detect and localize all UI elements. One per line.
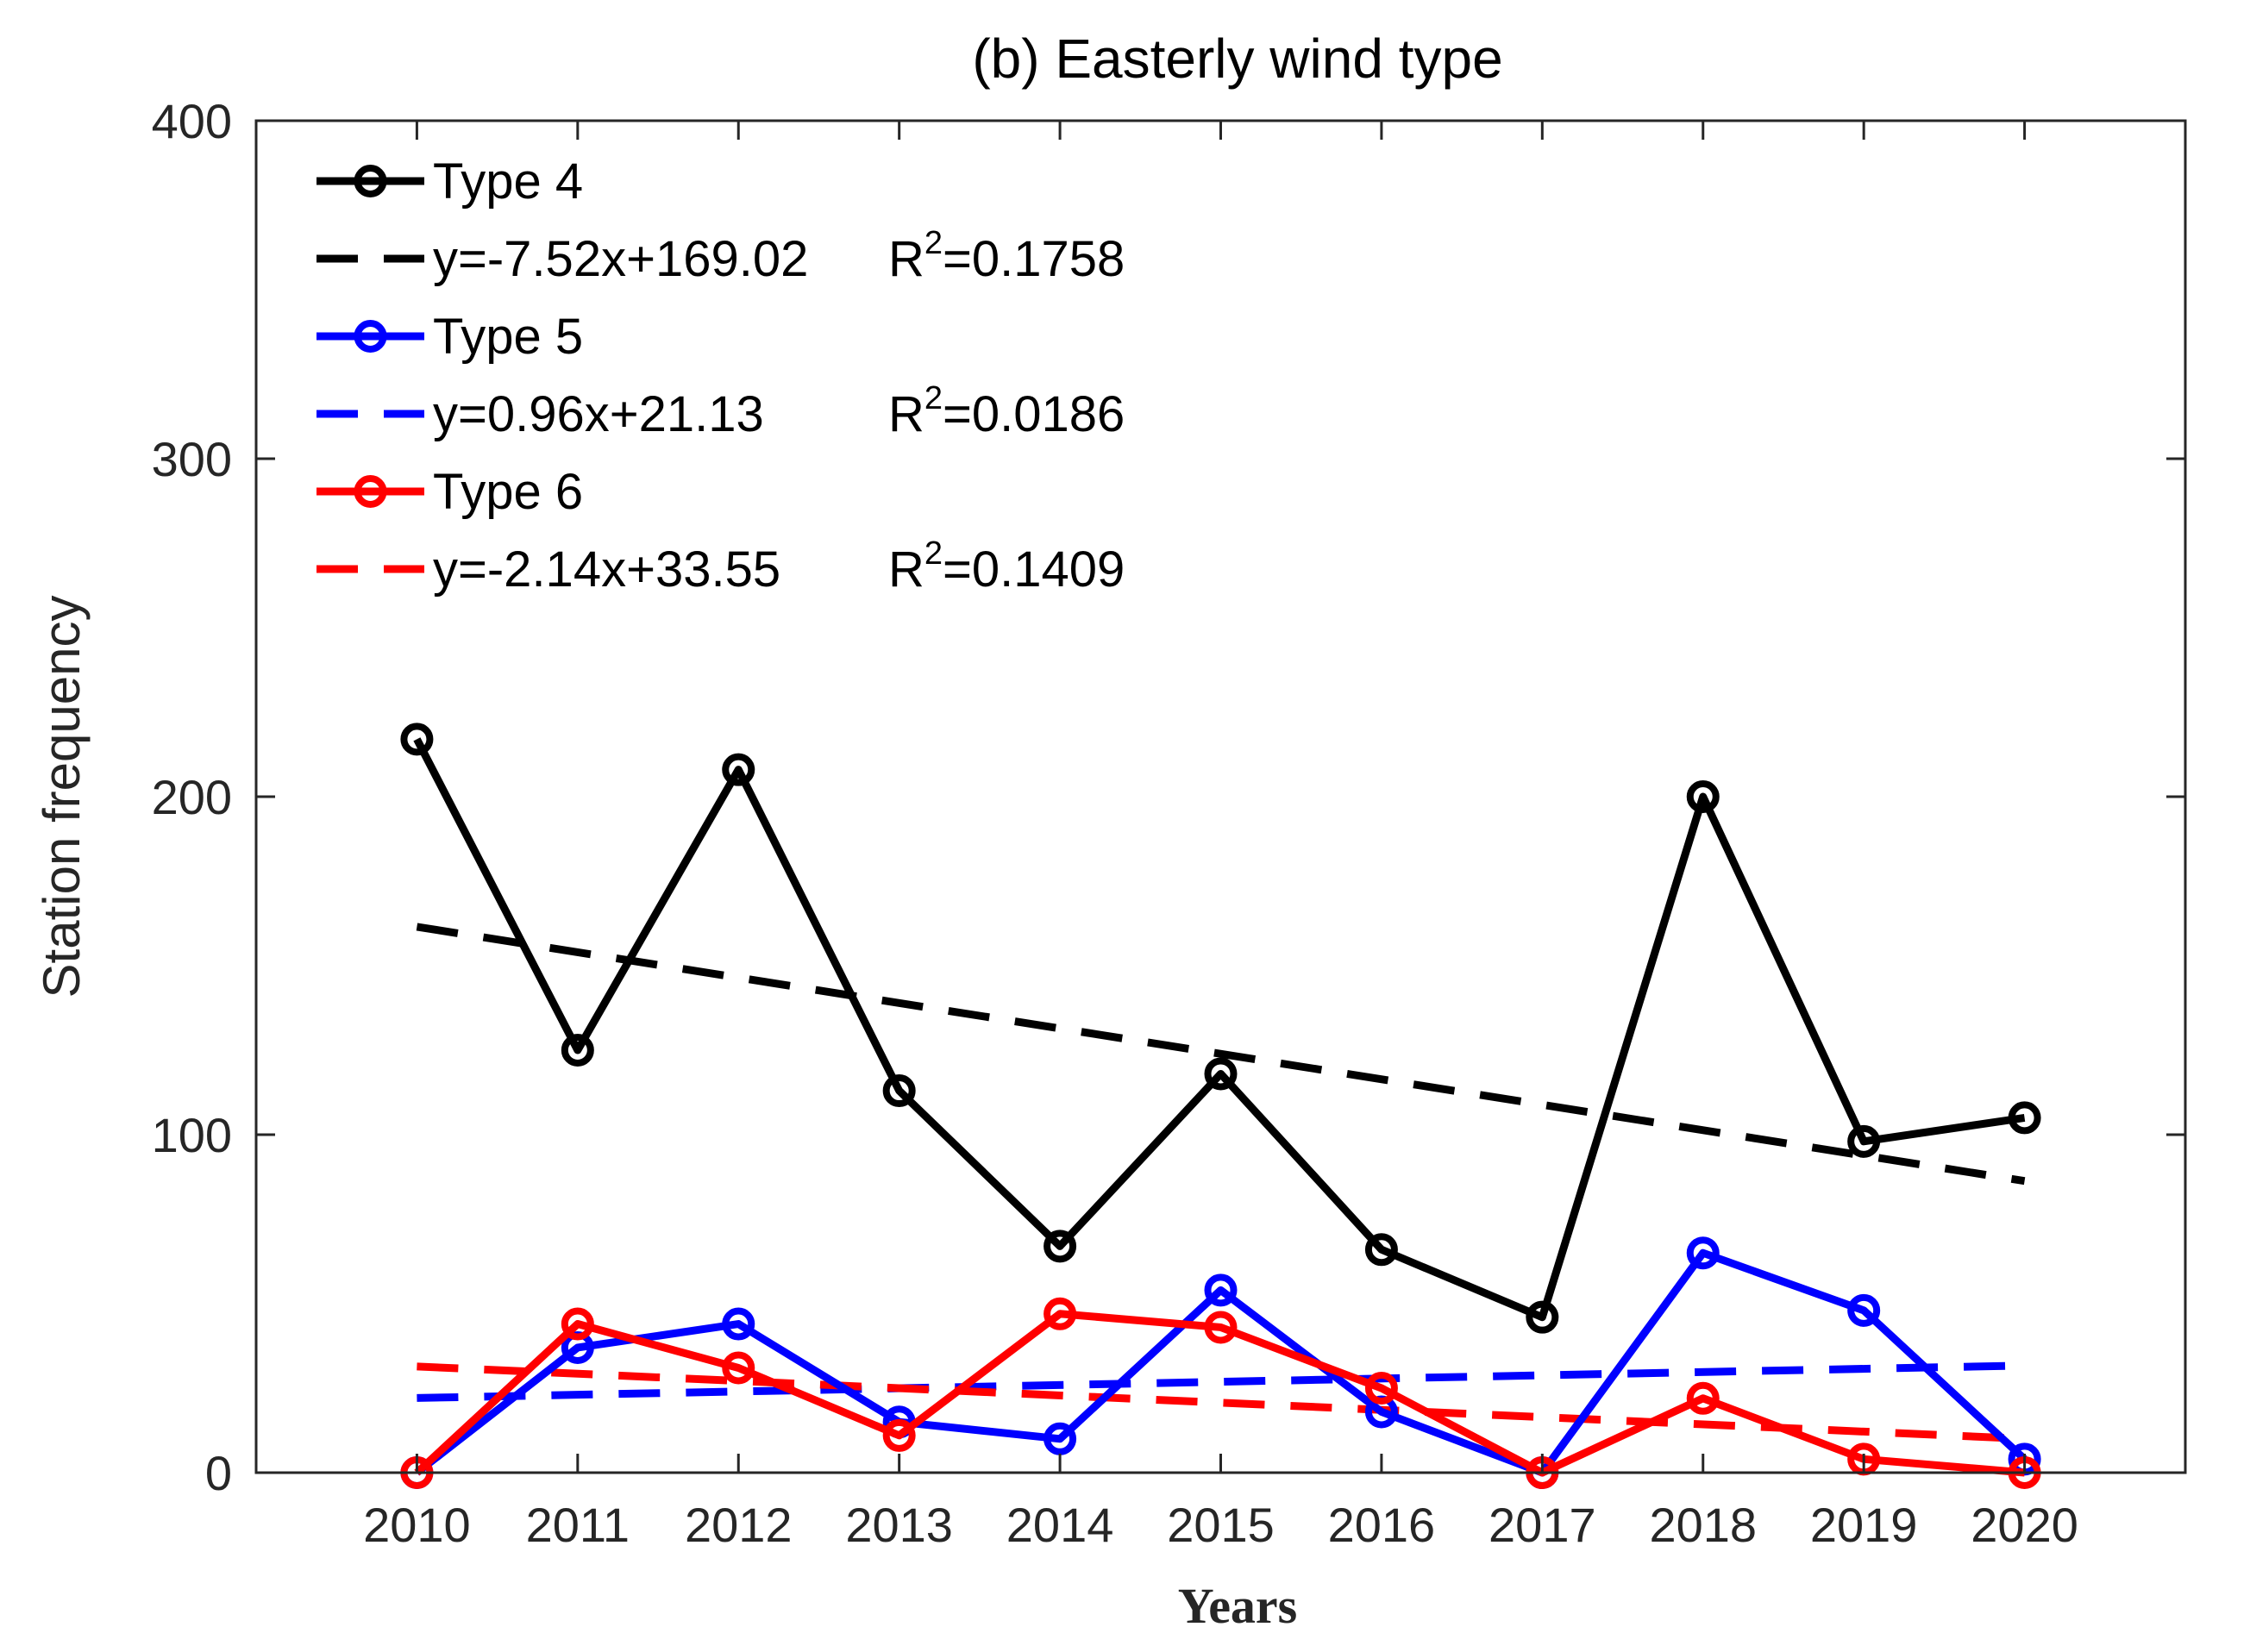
legend-trend-r2-6: R2=0.1409 (888, 535, 1125, 598)
data-point-type-5 (1044, 1422, 1077, 1455)
legend-trend-r2-4: R2=0.1758 (888, 225, 1125, 287)
data-point-type-6 (882, 1418, 916, 1452)
data-point-type-5 (1204, 1273, 1238, 1307)
x-tick-label: 2018 (1649, 1498, 1757, 1552)
data-point-type-6 (561, 1307, 594, 1341)
legend-label-type-6: Type 6 (433, 464, 583, 520)
data-point-type-4 (1044, 1230, 1077, 1263)
legend-marker-type-5 (354, 320, 387, 353)
trend-line-4 (416, 923, 2026, 1186)
data-point-type-4 (1847, 1124, 1881, 1158)
y-tick-label: 300 (152, 432, 232, 486)
x-tick-label: 2020 (1971, 1498, 2078, 1552)
y-tick-label: 200 (152, 770, 232, 824)
x-tick-label: 2010 (363, 1498, 471, 1552)
data-point-type-6 (722, 1351, 755, 1385)
legend-trend-equation-4: y=-7.52x+169.02 (433, 231, 808, 287)
data-point-type-4 (2008, 1101, 2041, 1135)
x-tick-label: 2015 (1167, 1498, 1275, 1552)
legend-trend-r2-5: R2=0.0186 (888, 380, 1125, 442)
data-point-type-6 (1686, 1381, 1720, 1415)
data-point-type-4 (1364, 1233, 1398, 1267)
data-point-type-4 (561, 1034, 594, 1067)
x-tick-label: 2019 (1810, 1498, 1918, 1552)
y-tick-label: 400 (152, 94, 232, 148)
data-point-type-6 (1204, 1311, 1238, 1344)
y-tick-label: 100 (152, 1108, 232, 1162)
trend-line-5 (417, 1361, 2025, 1402)
x-axis-label: Years (1178, 1578, 1298, 1634)
data-point-type-5 (722, 1307, 755, 1341)
legend-label-type-4: Type 4 (433, 153, 583, 210)
x-tick-label: 2011 (526, 1498, 630, 1552)
legend-marker-type-6 (354, 475, 387, 508)
data-point-type-6 (1364, 1372, 1398, 1405)
legend-trend-equation-6: y=-2.14x+33.55 (433, 541, 780, 598)
x-tick-label: 2013 (845, 1498, 953, 1552)
x-tick-label: 2016 (1328, 1498, 1436, 1552)
x-tick-label: 2012 (685, 1498, 793, 1552)
data-point-type-4 (1526, 1300, 1559, 1334)
data-point-type-6 (1044, 1297, 1077, 1330)
legend: Type 4 y=-7.52x+169.02 R2=0.1758 Type 5 y=0.… (317, 153, 1125, 598)
x-tick-label: 2017 (1489, 1498, 1596, 1552)
data-point-type-4 (400, 723, 434, 756)
data-point-type-5 (1847, 1293, 1881, 1327)
plot-area (400, 723, 2041, 1489)
axes: 2010 2011 2012 2013 2014 2015 2016 2017 2018 2019… (152, 94, 2185, 1552)
data-point-type-4 (1204, 1057, 1238, 1091)
series-line-type-4 (413, 737, 2026, 1322)
data-point-type-5 (1686, 1236, 1720, 1270)
y-tick-label: 0 (205, 1446, 232, 1500)
y-axis-label: Station frequency (33, 596, 91, 998)
legend-label-type-5: Type 5 (433, 309, 583, 365)
series-line-type-5 (414, 1248, 2028, 1477)
x-tick-label: 2014 (1006, 1498, 1114, 1552)
data-point-type-4 (1686, 780, 1720, 813)
legend-marker-type-4 (354, 165, 387, 197)
legend-trend-equation-5: y=0.96x+21.13 (433, 386, 764, 442)
data-point-type-4 (882, 1074, 916, 1108)
series-line-type-6 (414, 1310, 2025, 1477)
data-point-type-4 (722, 753, 755, 786)
chart-title: (b) Easterly wind type (972, 28, 1502, 90)
